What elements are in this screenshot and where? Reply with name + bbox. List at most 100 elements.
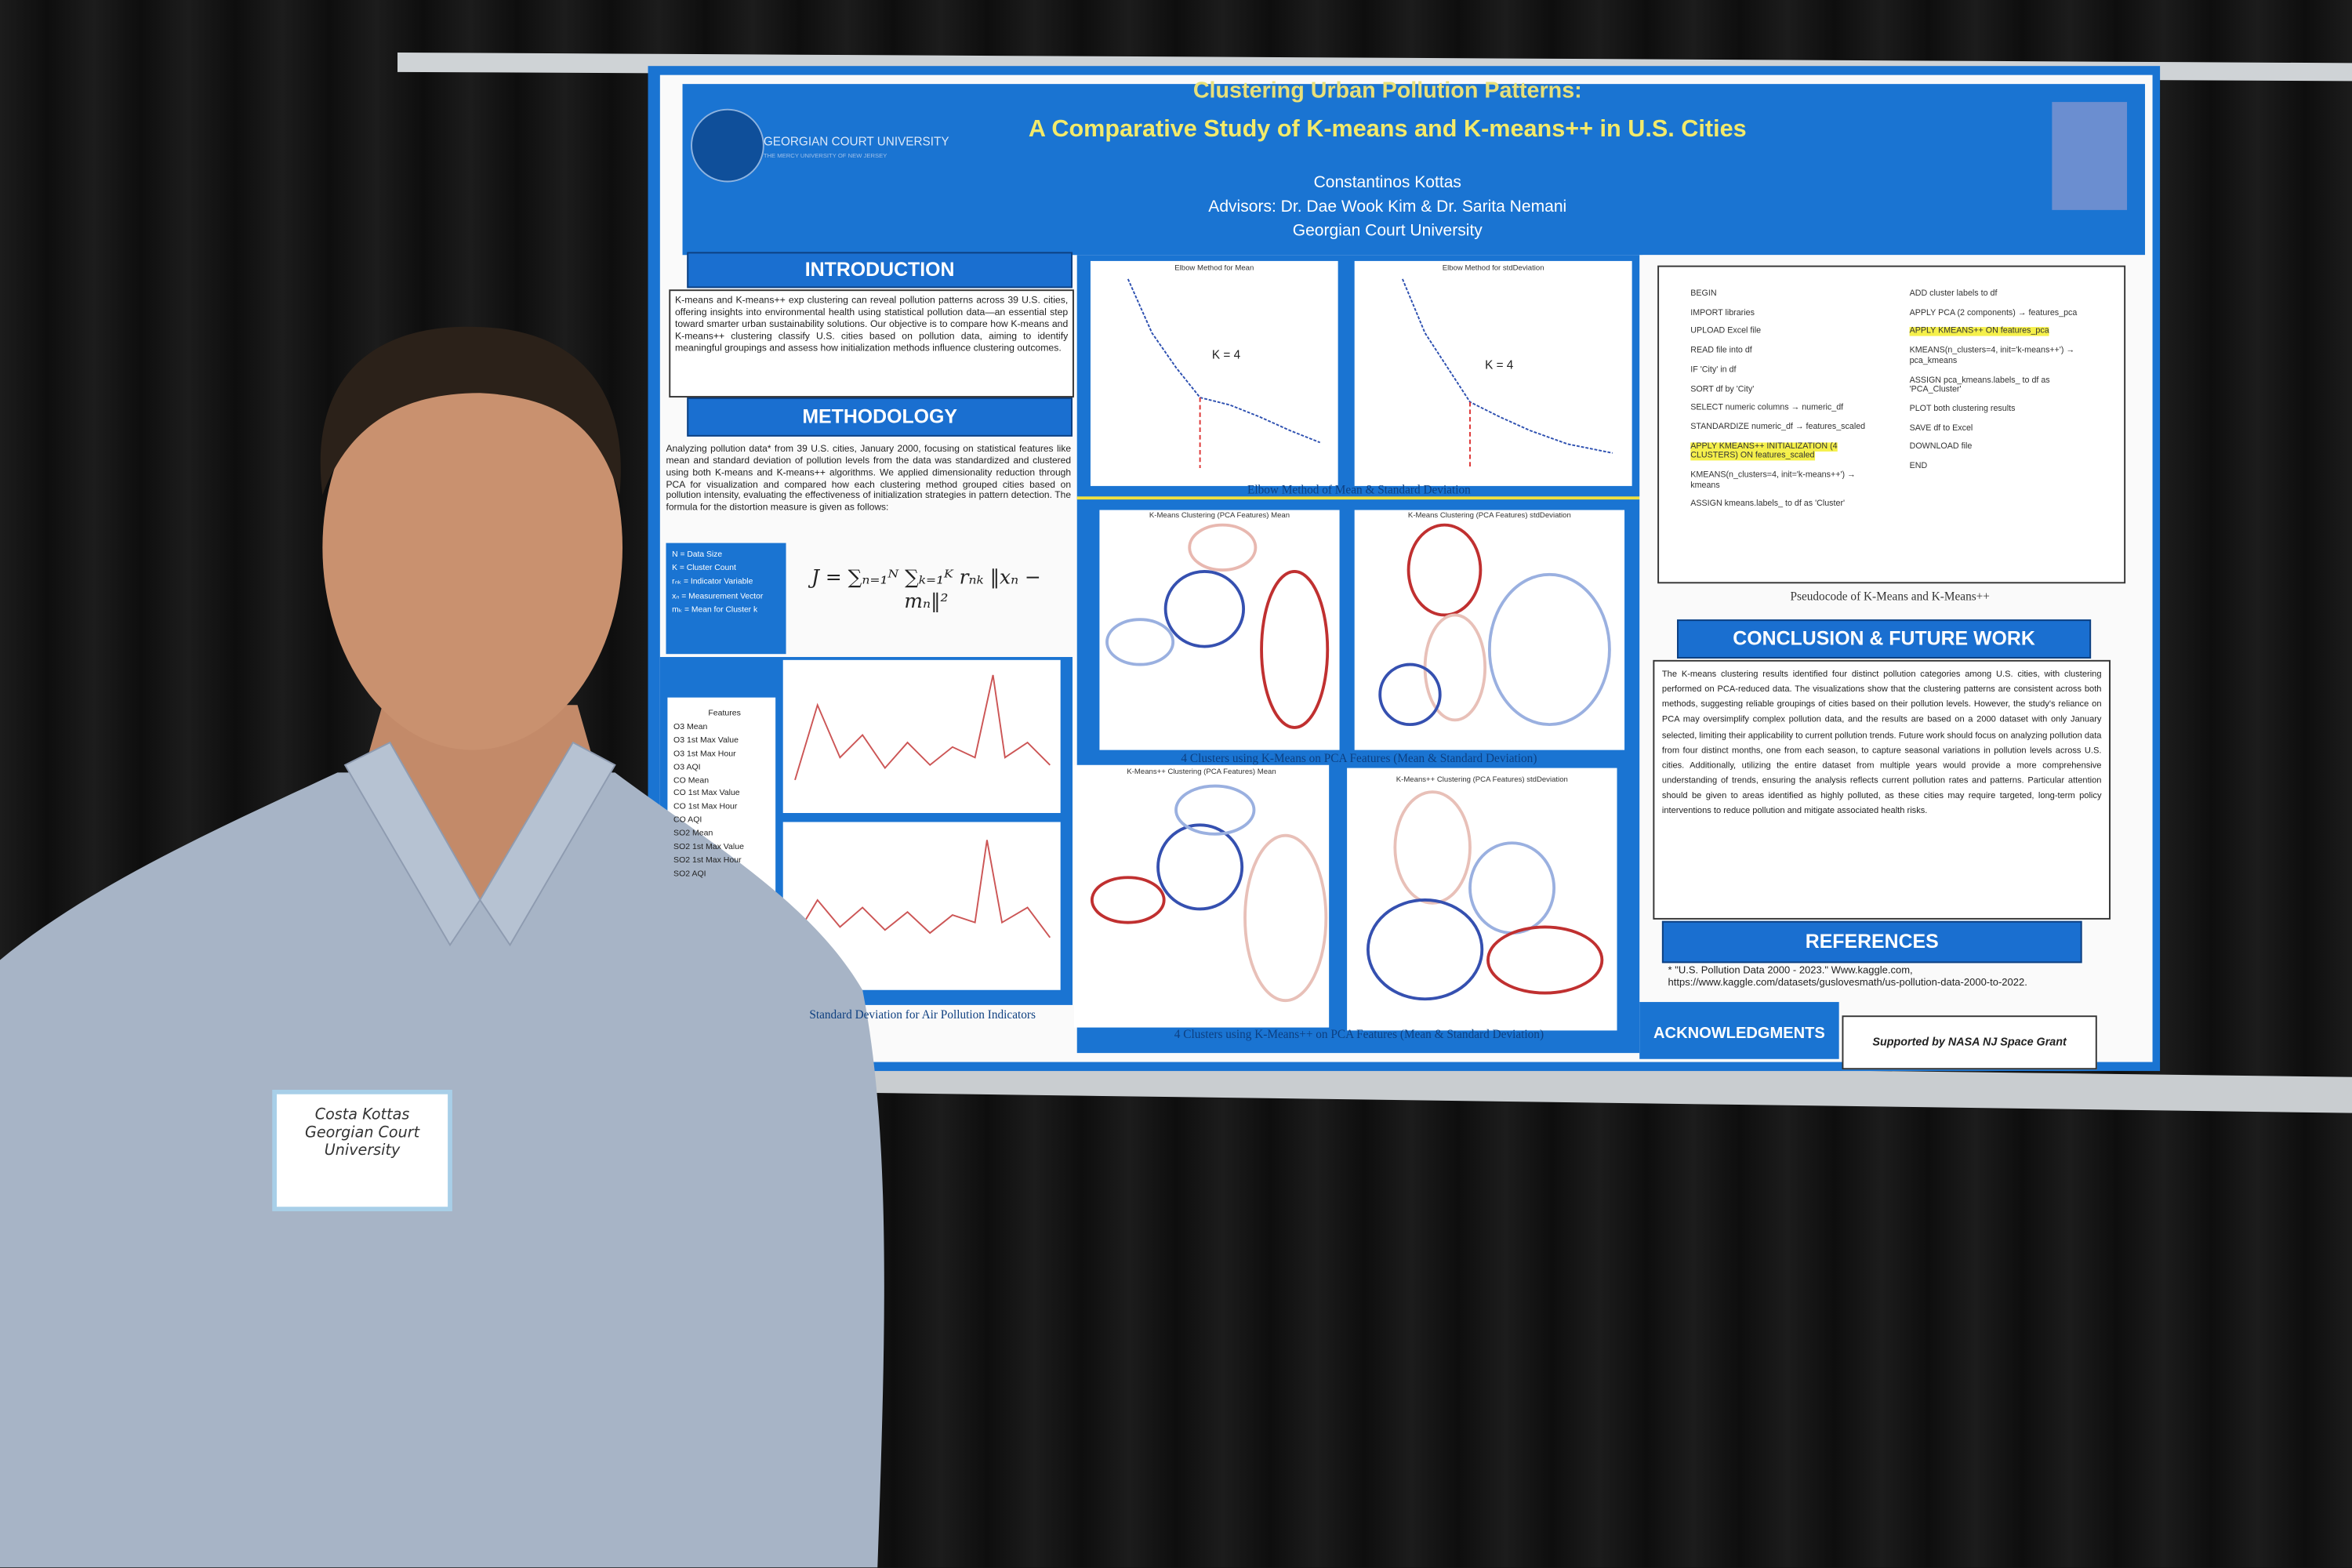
pseudocode-text: BEGIN	[1690, 289, 1717, 299]
collar	[343, 741, 616, 947]
author: Constantinos Kottas	[1313, 173, 1461, 192]
pseudocode-line: END	[1910, 462, 2097, 472]
pseudocode-line: STANDARDIZE numeric_df → features_scaled	[1690, 423, 1886, 433]
title-line2: A Comparative Study of K-means and K-mea…	[1028, 117, 1747, 143]
conclusion-text: The K-means clustering results identifie…	[1653, 659, 2111, 920]
cluster	[1260, 570, 1330, 729]
feature-entry: O3 AQI	[673, 763, 701, 772]
section-heading: INTRODUCTION	[687, 252, 1073, 289]
cluster	[1487, 572, 1611, 727]
cluster	[1174, 784, 1256, 836]
feature-entry: CO 1st Max Value	[673, 789, 740, 799]
cluster	[1393, 790, 1472, 905]
pseudocode-text: KMEANS(n_clusters=4, init='k-means++') →…	[1909, 347, 2075, 366]
name-tag-line: Georgian Court	[304, 1124, 420, 1142]
chart-title: Elbow Method for Mean	[1174, 263, 1254, 274]
chart-title: K-Means++ Clustering (PCA Features) stdD…	[1396, 775, 1568, 785]
cluster	[1366, 898, 1484, 1001]
pseudocode-text: SELECT numeric columns → numeric_df	[1690, 404, 1844, 413]
symbol-entry: N = Data Size	[672, 550, 723, 560]
pseudocode-line: PLOT both clustering results	[1910, 405, 2097, 415]
chart-title: K-Means Clustering (PCA Features) stdDev…	[1407, 511, 1571, 521]
symbol-entry: mₖ = Mean for Cluster k	[672, 605, 758, 615]
name-tag	[272, 1089, 452, 1211]
logo-text: GEORGIAN COURT UNIVERSITY	[763, 135, 949, 149]
cluster	[1378, 662, 1442, 727]
pseudocode-text: PLOT both clustering results	[1909, 405, 2016, 414]
pseudocode-line: APPLY PCA (2 components) → features_pca	[1910, 309, 2097, 319]
pseudocode-text: END	[1909, 462, 1928, 471]
pseudocode-text: ASSIGN pca_kmeans.labels_ to df as 'PCA_…	[1909, 376, 2050, 395]
line-series	[794, 674, 1051, 781]
ack-heading: ACKNOWLEDGMENTS	[1653, 1024, 1825, 1043]
pseudocode-line: APPLY KMEANS++ ON features_pca	[1909, 327, 2097, 338]
pseudocode-text: READ file into df	[1690, 347, 1752, 356]
elbow-curve	[1127, 278, 1321, 444]
symbol-entry: rₙₖ = Indicator Variable	[672, 578, 753, 587]
feature-entry: SO2 1st Max Hour	[673, 856, 742, 866]
chart-panel	[782, 659, 1061, 813]
pseudocode-line: SAVE df to Excel	[1910, 424, 2097, 434]
chart-title: K-Means++ Clustering (PCA Features) Mean	[1127, 768, 1276, 778]
pseudocode-text: APPLY KMEANS++ INITIALIZATION (4 CLUSTER…	[1690, 441, 1838, 462]
neck	[367, 705, 593, 900]
elbow-curve	[1402, 278, 1613, 454]
feature-entry: CO AQI	[673, 816, 702, 826]
poster-header	[682, 84, 2145, 256]
pseudocode-text: APPLY KMEANS++ ON features_pca	[1909, 327, 2049, 337]
name-tag-line: Costa Kottas	[314, 1106, 410, 1124]
reference-text: * "U.S. Pollution Data 2000 - 2023." Www…	[1668, 966, 2027, 989]
k-label: K = 4	[1211, 347, 1241, 362]
pseudocode-text: ASSIGN kmeans.labels_ to df as 'Cluster'	[1690, 499, 1846, 510]
pseudocode-text: UPLOAD Excel file	[1690, 327, 1762, 337]
chart-caption: Standard Deviation for Air Pollution Ind…	[809, 1007, 1036, 1022]
pseudocode-line: ASSIGN kmeans.labels_ to df as 'Cluster'	[1690, 500, 1886, 510]
logo-subtext: THE MERCY UNIVERSITY OF NEW JERSEY	[763, 151, 887, 159]
chart-caption: 4 Clusters using K-Means on PCA Features…	[1181, 751, 1537, 765]
feature-entry: O3 1st Max Value	[673, 736, 739, 746]
symbol-entry: xₙ = Measurement Vector	[672, 591, 764, 601]
feature-entry: SO2 1st Max Value	[673, 843, 744, 852]
pseudocode-text: SAVE df to Excel	[1909, 423, 1973, 434]
face	[322, 345, 623, 750]
cluster	[1243, 833, 1328, 1003]
chart-panel	[1090, 260, 1338, 486]
pseudocode-text: SORT df by 'City'	[1690, 384, 1755, 394]
pseudocode-text: KMEANS(n_clusters=4, init='k-means++') →…	[1690, 470, 1856, 491]
cluster	[1163, 570, 1246, 648]
pseudocode-line: READ file into df	[1690, 347, 1886, 357]
feature-legend-title: Features	[708, 709, 741, 719]
line-series	[794, 840, 1051, 938]
pseudocode-text: DOWNLOAD file	[1909, 443, 1973, 452]
pseudocode-text: STANDARDIZE numeric_df → features_scaled	[1690, 423, 1866, 432]
cluster	[1105, 618, 1175, 666]
pseudocode-text: ADD cluster labels to df	[1909, 289, 1998, 299]
pseudocode-line: IMPORT libraries	[1690, 309, 1886, 319]
chart-panel	[1099, 510, 1340, 750]
chart-caption: 4 Clusters using K-Means++ on PCA Featur…	[1174, 1027, 1544, 1041]
pseudocode-line: SELECT numeric columns → numeric_df	[1690, 404, 1886, 414]
cluster	[1156, 823, 1244, 911]
section-heading: CONCLUSION & FUTURE WORK	[1677, 619, 2092, 659]
pseudocode-left: BEGIN IMPORT libraries UPLOAD Excel file RE…	[1690, 289, 1886, 519]
feature-entry: CO Mean	[673, 776, 710, 786]
cluster	[1090, 876, 1166, 924]
pseudocode-line: IF 'City' in df	[1690, 365, 1886, 376]
k-label: K = 4	[1485, 358, 1514, 372]
symbol-entry: K = Cluster Count	[672, 564, 736, 574]
feature-entry: CO 1st Max Hour	[673, 803, 738, 812]
feature-entry: O3 1st Max Hour	[673, 750, 736, 759]
ack-band	[1639, 1002, 1839, 1059]
chart-title: Elbow Method for stdDeviation	[1442, 263, 1544, 274]
feature-entry: SO2 Mean	[673, 829, 713, 839]
methodology-text: Analyzing pollution data* from 39 U.S. c…	[666, 444, 1072, 514]
pseudocode-line: KMEANS(n_clusters=4, init='k-means++') →…	[1910, 347, 2097, 367]
bottom-rail	[810, 1057, 2352, 1113]
cluster-ellipses	[1090, 523, 1611, 1003]
institution: Georgian Court University	[1292, 222, 1483, 241]
name-tag-line: University	[324, 1142, 401, 1160]
section-heading: METHODOLOGY	[687, 397, 1073, 437]
pseudocode-line: SORT df by 'City'	[1690, 385, 1886, 395]
